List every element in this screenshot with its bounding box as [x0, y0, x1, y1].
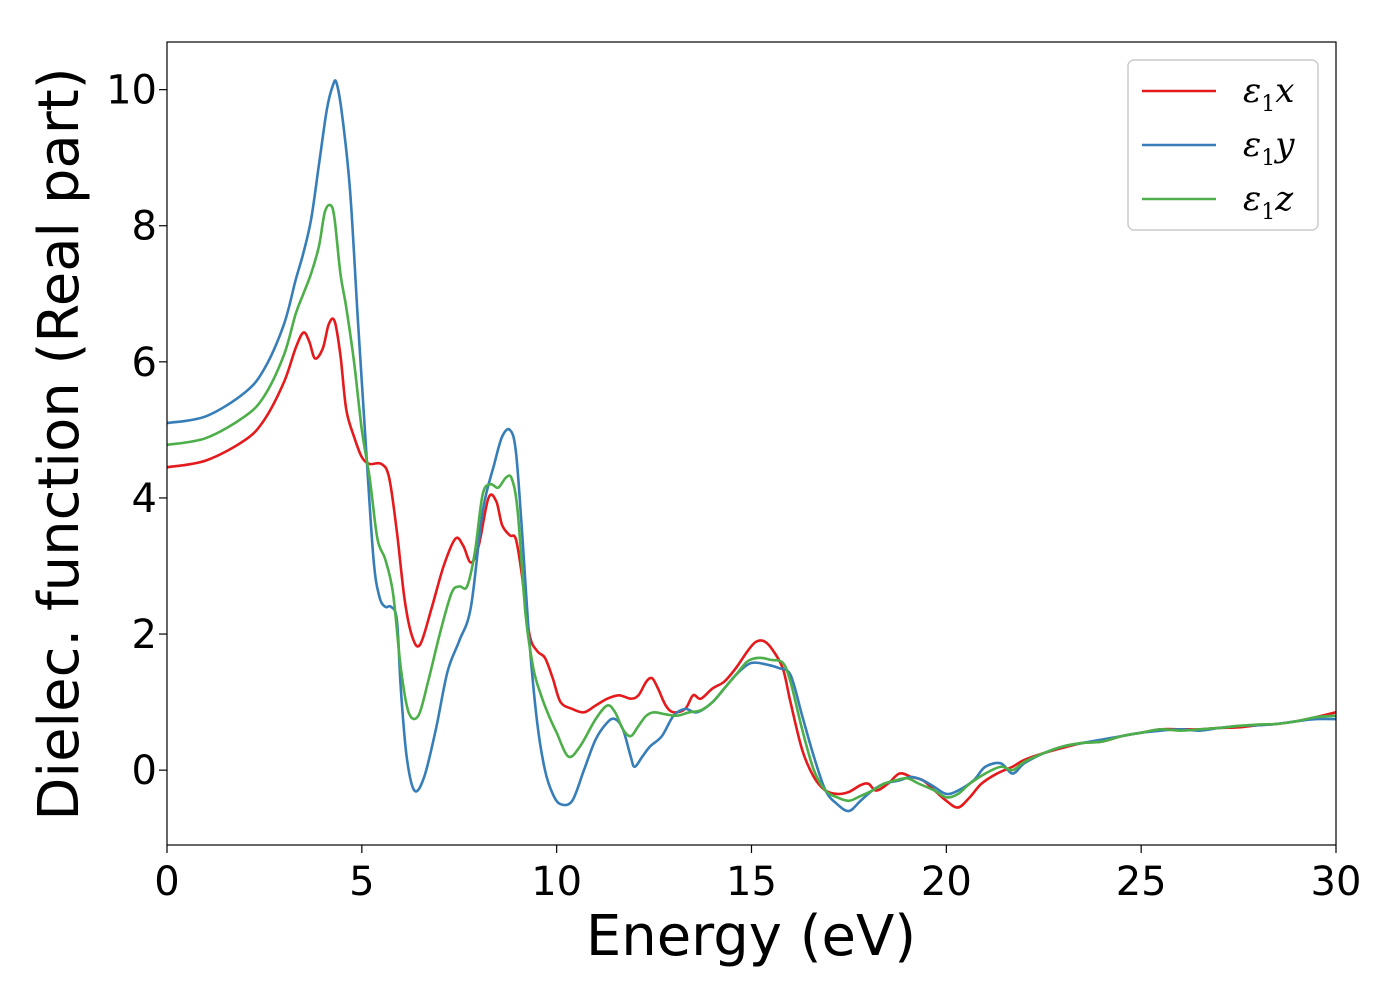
x-tick-label: 15	[726, 859, 777, 905]
x-tick-label: 5	[349, 859, 374, 905]
x-tick-label: 10	[531, 859, 582, 905]
y-axis: 0 2 4 6 8 10	[106, 68, 167, 794]
x-axis: 0 5 10 15 20 25 30	[154, 845, 1361, 905]
y-tick-label: 4	[132, 476, 157, 522]
x-axis-label: Energy (eV)	[586, 904, 916, 969]
x-tick-label: 20	[921, 859, 972, 905]
series-line-1	[167, 79, 1336, 813]
legend-label-1: ε1y	[1243, 125, 1295, 171]
y-tick-label: 8	[132, 204, 157, 250]
legend-label-0: ε1x	[1243, 71, 1294, 117]
series-layer	[167, 79, 1336, 813]
legend-box	[1127, 59, 1319, 231]
x-tick-label: 0	[154, 859, 179, 905]
y-tick-label: 2	[132, 612, 157, 658]
series-line-2	[167, 203, 1336, 803]
y-tick-label: 0	[132, 748, 157, 794]
x-tick-label: 30	[1311, 859, 1362, 905]
y-tick-label: 10	[106, 68, 157, 114]
series-line-0	[167, 317, 1336, 809]
y-tick-label: 6	[132, 340, 157, 386]
y-axis-label: Dielec. function (Real part)	[27, 67, 92, 820]
x-tick-label: 25	[1116, 859, 1167, 905]
